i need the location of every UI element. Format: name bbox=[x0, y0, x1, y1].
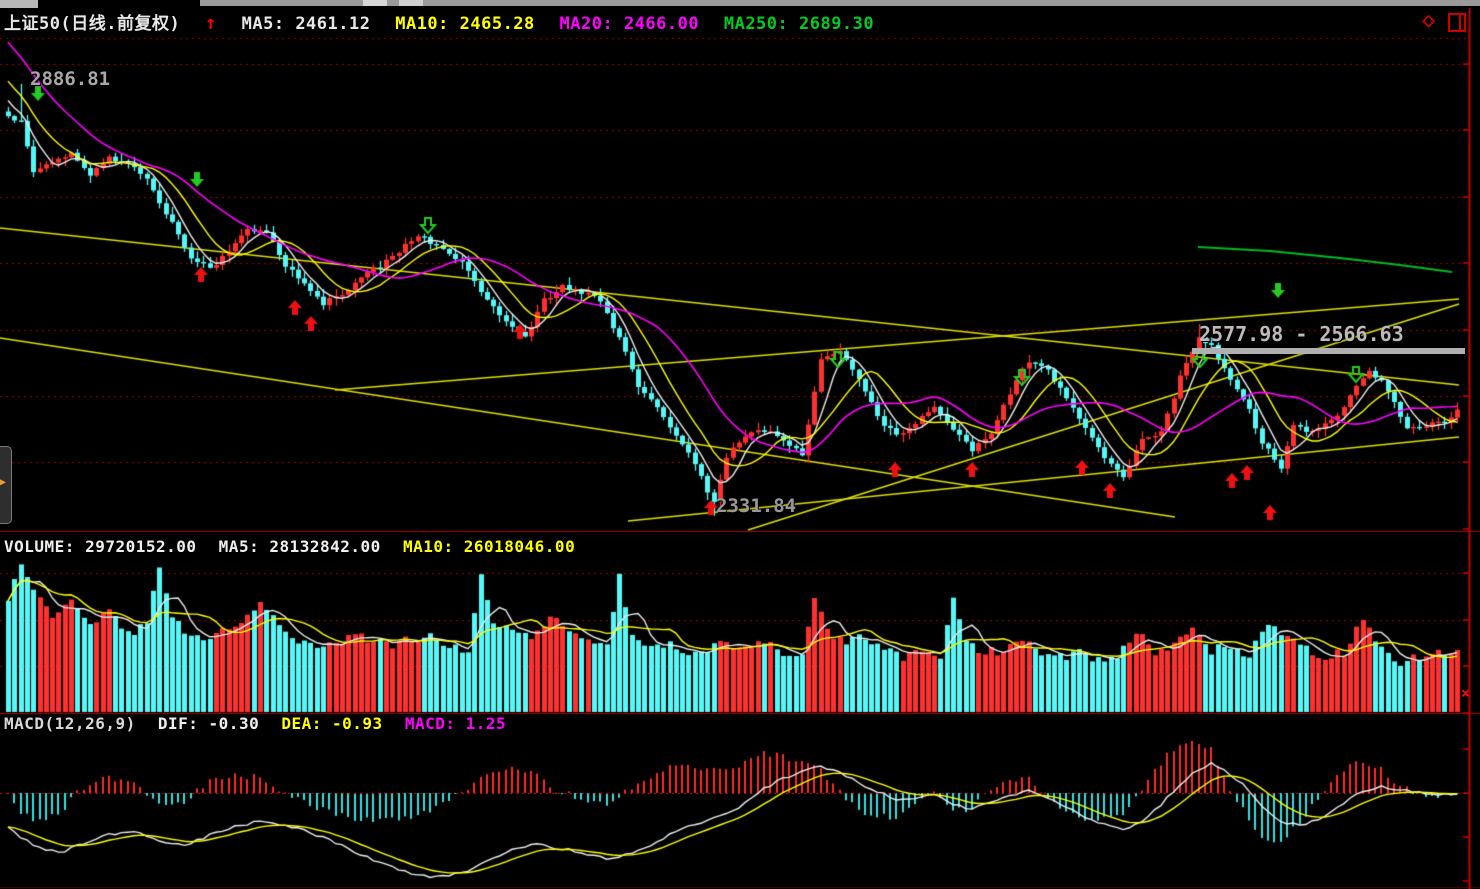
diamond-icon[interactable]: ◇ bbox=[1422, 8, 1436, 33]
drawer-tab[interactable]: ▶ bbox=[0, 446, 12, 524]
volume-readout: VOLUME: 29720152.00 MA5: 28132842.00 MA1… bbox=[4, 537, 587, 556]
ma10-readout: MA10: 2465.28 bbox=[395, 14, 535, 34]
macd-params: MACD(12,26,9) bbox=[4, 714, 136, 733]
toolbar-button-sliver[interactable] bbox=[363, 0, 387, 6]
macd-dea: DEA: -0.93 bbox=[281, 714, 383, 733]
ma20-readout: MA20: 2466.00 bbox=[559, 14, 700, 34]
ma250-readout: MA250: 2689.30 bbox=[723, 14, 875, 34]
instrument-title: 上证50(日线.前复权) bbox=[4, 14, 181, 34]
price-header: 上证50(日线.前复权) ↑ MA5: 2461.12 MA10: 2465.2… bbox=[4, 9, 888, 34]
macd-readout: MACD(12,26,9) DIF: -0.30 DEA: -0.93 MACD… bbox=[4, 714, 518, 733]
trend-up-arrow-icon: ↑ bbox=[204, 12, 217, 34]
arrow-right-icon: ▶ bbox=[0, 477, 7, 488]
volume-ma5: MA5: 28132842.00 bbox=[218, 537, 381, 556]
peak-price-label: 2886.81 bbox=[30, 68, 111, 90]
range-highlight-label: 2577.98 - 2566.63 bbox=[1199, 322, 1404, 346]
window-split-icon[interactable] bbox=[1448, 13, 1466, 32]
toolbar-button-sliver[interactable] bbox=[399, 0, 423, 6]
volume-ma10: MA10: 26018046.00 bbox=[402, 537, 576, 556]
trough-price-label: 2331.84 bbox=[716, 495, 797, 517]
macd-value: MACD: 1.25 bbox=[404, 714, 507, 733]
macd-dif: DIF: -0.30 bbox=[157, 714, 260, 733]
volume-value: VOLUME: 29720152.00 bbox=[4, 537, 197, 556]
close-marker-icon[interactable]: × bbox=[1461, 684, 1471, 702]
ma5-readout: MA5: 2461.12 bbox=[241, 14, 371, 34]
toolbar-sliver bbox=[200, 0, 1480, 6]
toolbar-corner-sliver bbox=[0, 0, 38, 8]
range-highlight-bar bbox=[1192, 348, 1465, 354]
